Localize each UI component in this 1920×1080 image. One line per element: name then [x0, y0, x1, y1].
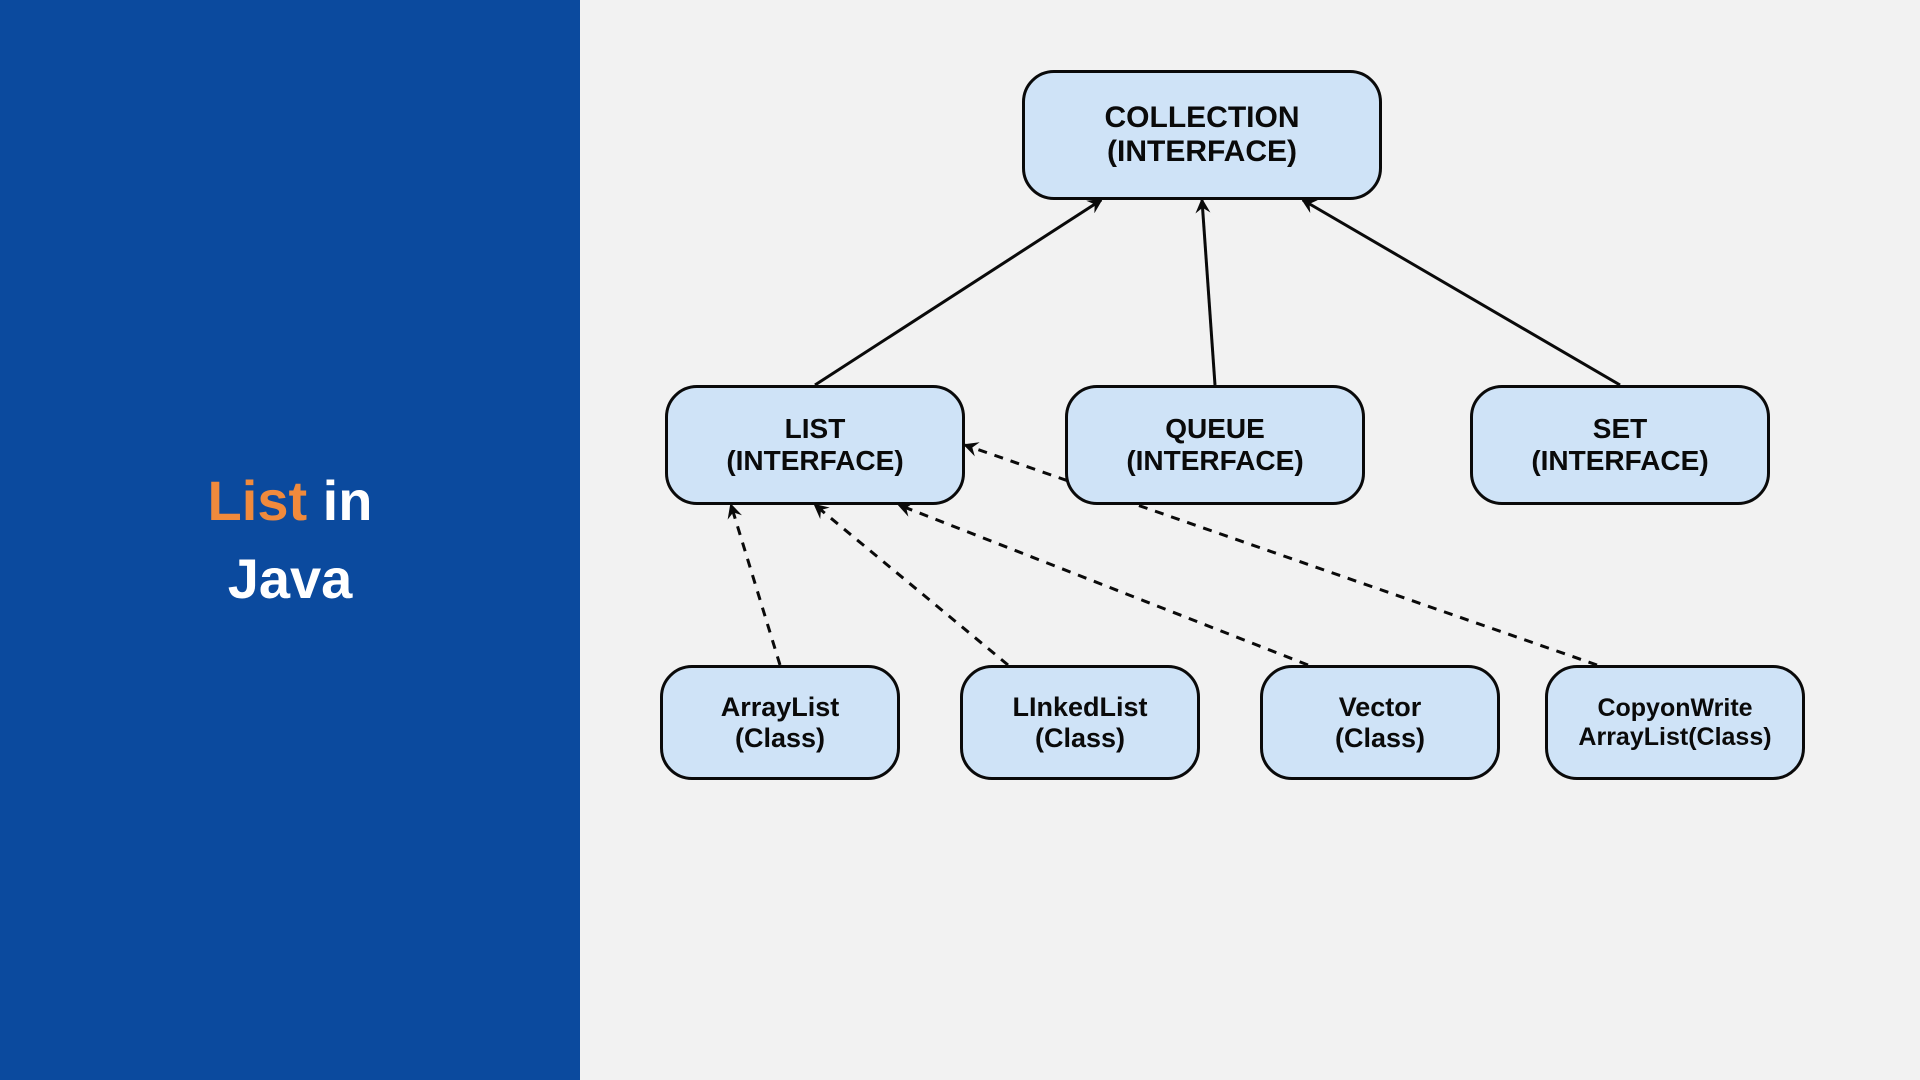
node-vector: Vector(Class)	[1260, 665, 1500, 780]
node-label-line2: (INTERFACE)	[1531, 445, 1708, 477]
node-label-line1: LIST	[785, 413, 846, 445]
edge-queue-to-collection	[1202, 200, 1215, 385]
title-block: List in Java	[208, 462, 373, 619]
edge-set-to-collection	[1303, 200, 1620, 385]
node-set: SET(INTERFACE)	[1470, 385, 1770, 505]
node-label-line2: (Class)	[1035, 723, 1125, 754]
node-label-line2: (INTERFACE)	[1126, 445, 1303, 477]
node-label-line2: (INTERFACE)	[1107, 135, 1297, 169]
edge-vector-to-list	[899, 505, 1308, 665]
title-word-2: in	[323, 469, 373, 532]
right-panel: COLLECTION(INTERFACE)LIST(INTERFACE)QUEU…	[580, 0, 1920, 1080]
title-line-2: Java	[208, 540, 373, 618]
edge-list-to-collection	[815, 200, 1101, 385]
node-label-line2: ArrayList(Class)	[1578, 723, 1771, 752]
node-linkedlist: LInkedList(Class)	[960, 665, 1200, 780]
node-label-line1: ArrayList	[721, 692, 840, 723]
node-list: LIST(INTERFACE)	[665, 385, 965, 505]
node-label-line2: (INTERFACE)	[726, 445, 903, 477]
node-cowal: CopyonWriteArrayList(Class)	[1545, 665, 1805, 780]
node-label-line1: SET	[1593, 413, 1647, 445]
node-collection: COLLECTION(INTERFACE)	[1022, 70, 1382, 200]
node-label-line1: COLLECTION	[1105, 101, 1300, 135]
node-label-line1: QUEUE	[1165, 413, 1265, 445]
node-label-line1: LInkedList	[1012, 692, 1147, 723]
title-word-1: List	[208, 469, 308, 532]
title-line-1: List in	[208, 462, 373, 540]
node-arraylist: ArrayList(Class)	[660, 665, 900, 780]
node-label-line2: (Class)	[735, 723, 825, 754]
node-queue: QUEUE(INTERFACE)	[1065, 385, 1365, 505]
left-panel: List in Java	[0, 0, 580, 1080]
node-label-line1: Vector	[1339, 692, 1422, 723]
node-label-line1: CopyonWrite	[1597, 694, 1752, 723]
edge-arraylist-to-list	[731, 505, 780, 665]
edge-linkedlist-to-list	[815, 505, 1008, 665]
node-label-line2: (Class)	[1335, 723, 1425, 754]
